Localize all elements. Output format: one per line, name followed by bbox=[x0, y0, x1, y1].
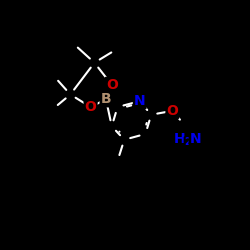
Text: B: B bbox=[101, 92, 111, 106]
Text: N: N bbox=[190, 132, 201, 146]
Text: N: N bbox=[134, 94, 145, 108]
Text: 2: 2 bbox=[184, 137, 191, 147]
Text: O: O bbox=[106, 78, 118, 92]
Text: O: O bbox=[85, 100, 96, 114]
Text: O: O bbox=[166, 104, 178, 118]
Text: H: H bbox=[173, 132, 185, 146]
